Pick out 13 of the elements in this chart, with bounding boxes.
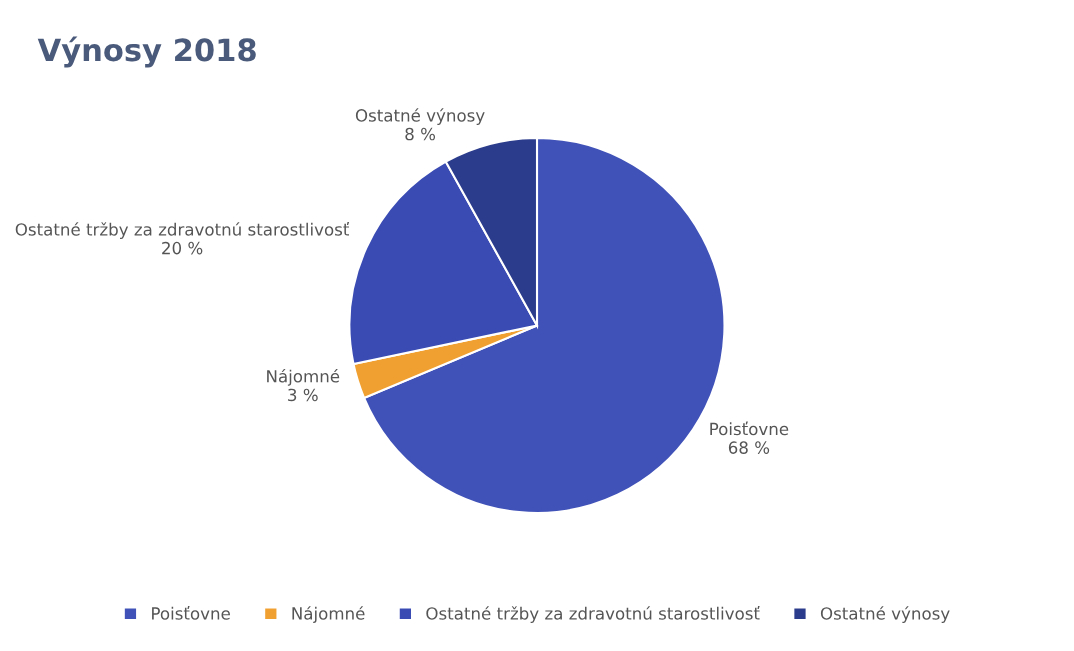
legend-label: Nájomné <box>292 606 365 623</box>
legend-label: Poisťovne <box>152 606 230 620</box>
data-label: 3 % <box>288 388 318 402</box>
slice-label: Poisťovne <box>710 421 789 436</box>
legend-label: Ostatné výnosy <box>820 606 950 623</box>
legend-label: Ostatné tržby za zdravotnú starostlivosť <box>426 606 760 623</box>
slice-label: Ostatné výnosy <box>355 108 485 125</box>
data-label: 68 % <box>728 441 770 454</box>
data-label: 8 % <box>405 127 436 141</box>
chart-title: Výnosy 2018 <box>37 36 256 68</box>
slice-label: Ostatné tržby za zdravotnú starostlivosť <box>15 222 350 239</box>
slice-label: Nájomné <box>267 369 340 386</box>
data-label: 20 % <box>162 241 203 255</box>
